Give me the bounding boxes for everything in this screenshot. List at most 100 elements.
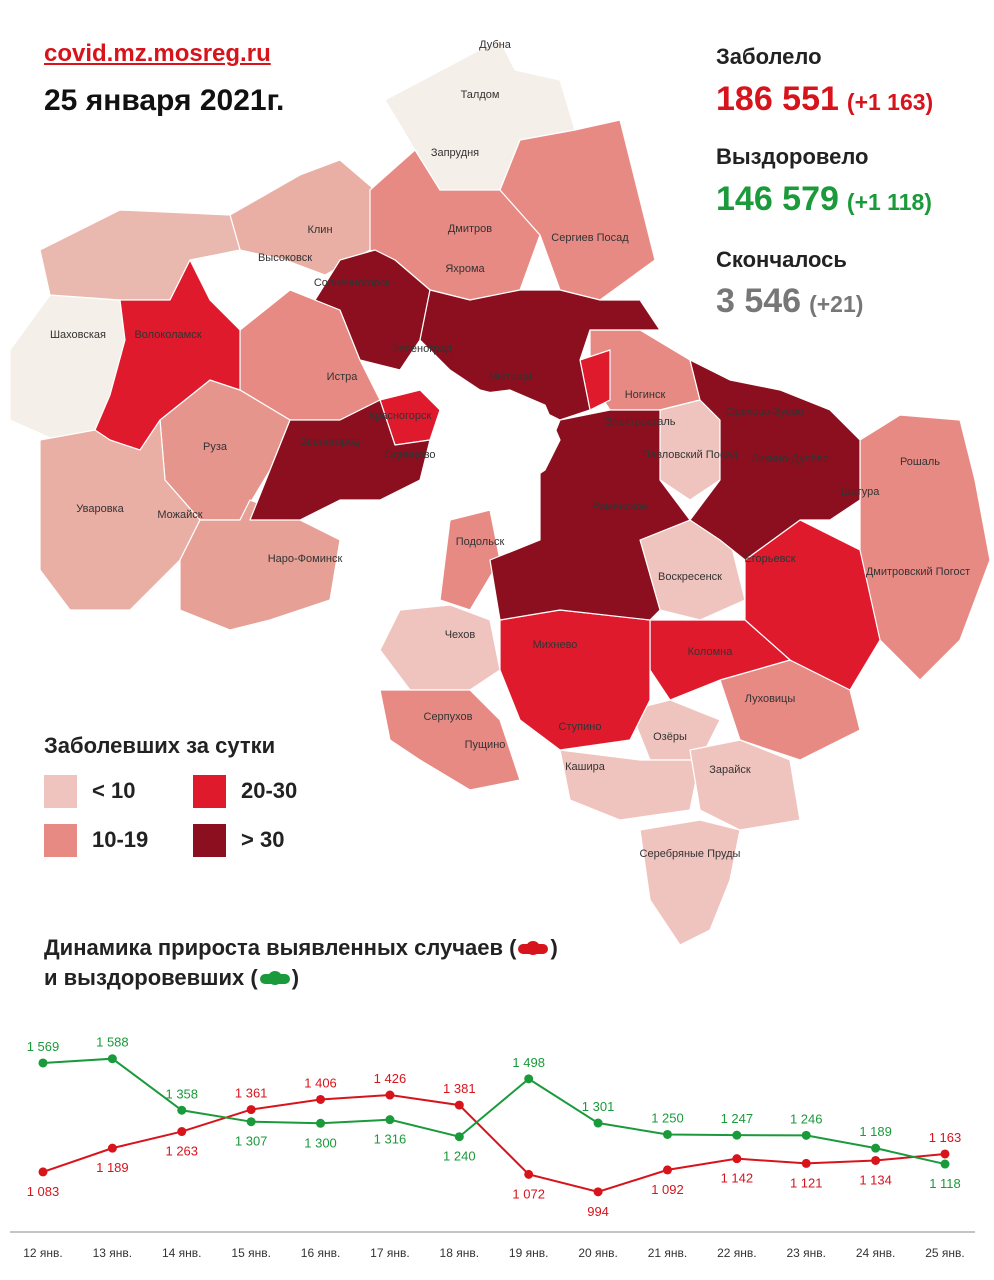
map-label: Орехово-Зуево — [726, 406, 804, 418]
map-label: Одинцово — [384, 449, 435, 461]
series-line — [42, 1094, 946, 1193]
green-marker-icon — [259, 971, 290, 986]
data-label: 1 092 — [651, 1182, 684, 1197]
x-tick-label: 23 янв. — [786, 1246, 826, 1260]
data-point — [177, 1127, 187, 1137]
dynamics-chart: 12 янв. 13 янв. 14 янв. 15 янв. 16 янв. 17 ян… — [10, 1035, 975, 1260]
legend-swatch-lt10 — [44, 775, 77, 808]
map-label: Павловский Посад — [642, 449, 738, 461]
data-label: 1 189 — [859, 1124, 892, 1139]
legend-label-10-19: 10-19 — [92, 827, 149, 852]
map-label: Луховицы — [745, 693, 796, 705]
data-label: 1 307 — [235, 1134, 268, 1149]
data-point — [524, 1074, 534, 1084]
infected-label: Заболело — [716, 44, 822, 69]
data-point — [871, 1143, 881, 1153]
map-labels: Дубна Талдом Запрудня Клин Дмитров Сергиев По… — [50, 39, 970, 860]
legend-title: Заболевших за сутки — [44, 733, 276, 758]
map-label: Шатура — [841, 486, 881, 498]
legend-swatch-20-30 — [193, 775, 226, 808]
map-label: Раменское — [592, 501, 648, 513]
x-tick-label: 17 янв. — [370, 1246, 410, 1260]
district-kolomna — [649, 619, 791, 701]
x-tick-label: 20 янв. — [578, 1246, 618, 1260]
data-label: 1 163 — [929, 1130, 962, 1145]
dynamics-text-1: Динамика прироста выявленных случаев ( — [44, 935, 517, 960]
data-point — [871, 1155, 881, 1165]
data-point — [940, 1149, 950, 1159]
data-label: 1 142 — [721, 1171, 754, 1186]
data-point — [385, 1115, 395, 1125]
data-label: 1 588 — [96, 1035, 129, 1050]
x-tick-label: 16 янв. — [301, 1246, 341, 1260]
map-label: Сергиев Посад — [551, 232, 629, 244]
map-label: Пущино — [465, 739, 506, 751]
district-podolsk — [439, 509, 501, 611]
data-point — [801, 1130, 811, 1140]
district-volokolamsk — [94, 259, 241, 451]
district-mytishchi — [419, 289, 661, 421]
data-point — [593, 1187, 603, 1197]
map-label: Егорьевск — [744, 553, 795, 565]
map-label: Зеленоград — [392, 343, 452, 355]
data-point — [732, 1130, 742, 1140]
infected-stat: 186 551 (+1 163) — [716, 80, 933, 119]
map-label: Дмитров — [448, 223, 492, 235]
map-label: Электросталь — [605, 416, 676, 428]
data-point — [316, 1094, 326, 1104]
infected-delta: (+1 163) — [846, 89, 934, 115]
map-label: Солнечногорск — [314, 277, 390, 289]
data-point — [801, 1158, 811, 1168]
map-label: Яхрома — [445, 263, 485, 275]
map-label: Уваровка — [76, 503, 124, 515]
red-marker-icon — [518, 941, 549, 956]
data-point — [107, 1143, 117, 1153]
data-label: 1 240 — [443, 1149, 476, 1164]
data-point — [385, 1090, 395, 1100]
map-label: Кашира — [565, 761, 606, 773]
data-point — [940, 1159, 950, 1169]
site-link[interactable]: covid.mz.mosreg.ru — [44, 40, 271, 67]
data-label: 1 300 — [304, 1135, 337, 1150]
dynamics-title-1: Динамика прироста выявленных случаев () — [44, 935, 558, 961]
district-ramenskoe — [489, 409, 691, 621]
district-sergiev-posad — [499, 119, 656, 301]
data-point — [38, 1058, 48, 1068]
map-label: Серпухов — [424, 711, 473, 723]
map-label: Талдом — [461, 89, 500, 101]
x-tick-label: 25 янв. — [925, 1246, 965, 1260]
data-point — [246, 1105, 256, 1115]
data-label: 1 301 — [582, 1099, 615, 1114]
map-label: Запрудня — [431, 147, 479, 159]
data-label: 1 250 — [651, 1110, 684, 1125]
dynamics-text-2: и выздоровевших ( — [44, 965, 258, 990]
map-label: Ликино-Дулёво — [751, 453, 829, 465]
map-label: Мытищи — [488, 371, 531, 383]
data-label: 1 246 — [790, 1111, 823, 1126]
data-label: 1 134 — [859, 1172, 892, 1187]
died-label: Скончалось — [716, 247, 847, 272]
legend-label-gt30: > 30 — [241, 827, 285, 852]
district-lotoshino — [39, 209, 241, 301]
data-point — [524, 1169, 534, 1179]
recovered-value: 146 579 — [716, 180, 839, 218]
infected-value: 186 551 — [716, 80, 839, 118]
district-naro-fominsk — [179, 499, 341, 631]
data-label: 1 189 — [96, 1160, 129, 1175]
district-chekhov — [379, 604, 501, 691]
died-delta: (+21) — [809, 291, 864, 317]
map-label: Высоковск — [258, 252, 312, 264]
x-tick-label: 12 янв. — [23, 1246, 63, 1260]
map-label: Шаховская — [50, 329, 106, 341]
x-tick-label: 14 янв. — [162, 1246, 202, 1260]
district-orekhovo-zuevo — [689, 359, 861, 561]
dynamics-title-2: и выздоровевших () — [44, 965, 299, 991]
data-label: 1 263 — [165, 1144, 198, 1159]
data-point — [107, 1054, 117, 1064]
map-label: Подольск — [456, 536, 505, 548]
map-label: Дубна — [479, 39, 512, 51]
map-label: Клин — [307, 224, 332, 236]
x-tick-label: 18 янв. — [440, 1246, 480, 1260]
data-label: 1 381 — [443, 1081, 476, 1096]
district-serebryanye-prudy — [639, 819, 741, 946]
